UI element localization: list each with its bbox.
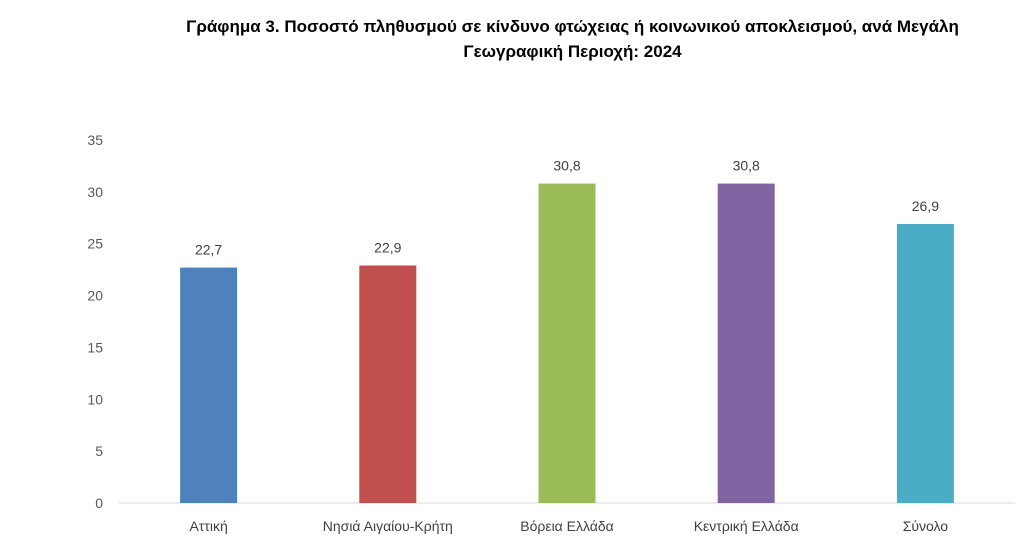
y-tick-label: 5 [95,443,103,459]
category-labels: Αττική Νησιά Αιγαίου-Κρήτη Βόρεια Ελλάδα Κε… [189,518,948,534]
data-labels: 22,7 22,9 30,8 30,8 26,9 [195,158,939,258]
category-label: Νησιά Αιγαίου-Κρήτη [323,518,453,534]
category-label: Κεντρική Ελλάδα [694,518,799,534]
y-tick-label: 10 [87,391,103,407]
category-label: Σύνολο [903,518,949,534]
y-tick-label: 25 [87,236,103,252]
category-label: Βόρεια Ελλάδα [520,518,614,534]
y-tick-labels: 0 5 10 15 20 25 30 35 [87,132,103,511]
y-tick-label: 35 [87,132,103,148]
y-tick-label: 20 [87,288,103,304]
bars [180,183,954,503]
bar [180,267,238,503]
y-tick-label: 15 [87,339,103,355]
data-label: 30,8 [553,158,580,174]
bar [896,224,954,503]
data-label: 22,7 [195,242,222,258]
data-label: 26,9 [912,198,939,214]
data-label: 30,8 [733,158,760,174]
bar [538,183,596,503]
bar [717,183,775,503]
bar [359,265,417,503]
y-tick-label: 30 [87,184,103,200]
chart-title: Γράφημα 3. Ποσοστό πληθυσμού σε κίνδυνο … [186,17,959,61]
category-label: Αττική [189,518,227,534]
y-tick-label: 0 [95,495,103,511]
data-label: 22,9 [374,239,401,255]
chart-title-wrap: Γράφημα 3. Ποσοστό πληθυσμού σε κίνδυνο … [0,14,1035,64]
